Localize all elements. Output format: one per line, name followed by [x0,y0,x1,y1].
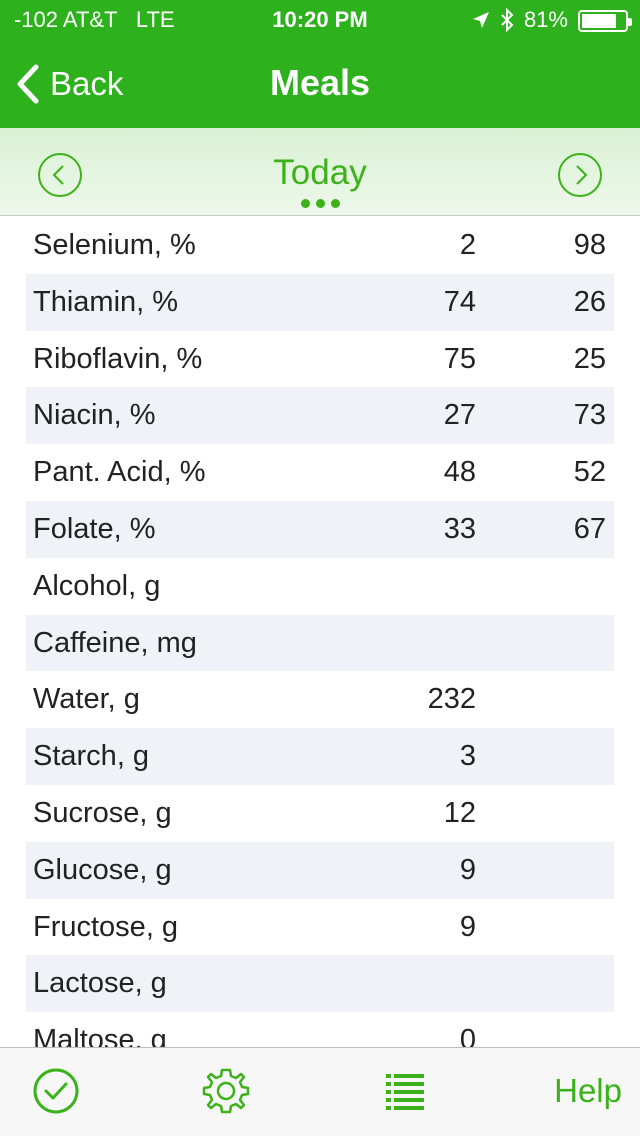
nutrient-value-1: 2 [459,229,476,261]
nutrient-value-1: 27 [443,399,476,432]
list-item[interactable]: Niacin, % 27 73 [26,387,614,445]
help-button[interactable]: Help [554,1072,622,1109]
date-label[interactable]: Today [273,153,367,192]
nutrient-name: Glucose, g [33,853,172,886]
battery-percent: 81% [523,7,568,32]
list-icon[interactable] [380,1066,430,1116]
nutrient-value-2: 52 [573,456,606,489]
list-item[interactable]: Selenium, % 2 98 [26,217,614,274]
more-dots-icon [301,199,340,208]
status-right-group: 81% [472,0,632,40]
nutrient-name: Lactose, g [33,967,167,1000]
location-arrow-icon [472,12,489,28]
status-time: 10:20 PM [272,7,368,32]
chevron-left-icon [17,64,39,104]
nutrient-value-1: 232 [427,683,476,716]
back-label: Back [50,65,124,102]
list-item[interactable]: Riboflavin, % 75 25 [26,331,614,388]
nutrient-value-2: 73 [573,399,606,432]
nutrient-value-1: 0 [459,1024,476,1047]
header: -102 AT&T LTE 10:20 PM 81% [0,0,640,128]
nutrient-name: Starch, g [33,740,150,773]
nutrient-name: Maltose, g [33,1024,167,1047]
list-item[interactable]: Pant. Acid, % 48 52 [26,444,614,501]
nutrient-value-2: 26 [573,285,606,318]
list-item[interactable]: Fructose, g 9 [26,899,614,956]
nutrient-name: Riboflavin, % [33,342,203,375]
nutrient-value-1: 12 [443,796,476,829]
nav-bar: Back Meals [0,40,640,128]
list-item[interactable]: Glucose, g 9 [26,841,614,899]
prev-day-button[interactable] [37,152,83,198]
nutrient-name: Folate, % [33,512,156,545]
list-item[interactable]: Maltose, g 0 [26,1012,614,1047]
nutrient-list[interactable]: Selenium, % 2 98 Thiamin, % 74 26 Riboflavin, … [0,217,640,1047]
list-item[interactable]: Sucrose, g 12 [26,785,614,842]
next-day-button[interactable] [557,152,603,198]
list-item[interactable]: Alcohol, g [26,558,614,615]
nutrient-name: Niacin, % [33,399,156,432]
status-bar: -102 AT&T LTE 10:20 PM 81% [0,0,640,40]
nutrient-value-1: 74 [443,285,476,318]
gear-icon[interactable] [201,1066,251,1116]
network-label: LTE [135,7,175,32]
nutrient-name: Water, g [33,683,140,716]
bluetooth-icon [501,8,514,32]
nutrient-name: Thiamin, % [33,285,179,318]
list-item[interactable]: Water, g 232 [26,671,614,728]
list-item[interactable]: Thiamin, % 74 26 [26,273,614,331]
nutrient-value-2: 25 [573,342,606,375]
list-item[interactable]: Starch, g 3 [26,728,614,785]
nutrient-value-2: 98 [573,229,606,261]
checkmark-circle-icon[interactable] [31,1066,81,1116]
nutrient-value-1: 3 [459,740,476,773]
nutrient-value-1: 9 [459,910,476,943]
list-item[interactable]: Caffeine, mg [26,614,614,672]
battery-fill [582,13,616,28]
nutrient-value-1: 9 [459,853,476,886]
nutrient-value-1: 33 [443,512,476,545]
list-item[interactable]: Folate, % 33 67 [26,500,614,558]
nutrient-name: Pant. Acid, % [33,456,206,489]
list-item[interactable]: Lactose, g [26,955,614,1013]
status-carrier-group: -102 AT&T LTE [14,0,175,40]
nutrient-value-1: 75 [443,342,476,375]
nutrient-value-2: 67 [573,512,606,545]
nutrient-name: Caffeine, mg [33,626,197,659]
battery-icon [578,9,632,32]
back-button[interactable]: Back [16,60,123,108]
carrier-label: -102 AT&T [14,7,118,32]
date-selector: Today [0,128,640,216]
nutrient-value-1: 48 [443,456,476,489]
nutrient-name: Alcohol, g [33,569,161,602]
tab-bar: Help [0,1047,640,1136]
page-title: Meals [269,62,371,103]
nutrient-name: Sucrose, g [33,796,172,829]
nutrient-name: Selenium, % [33,229,196,261]
nutrient-name: Fructose, g [33,910,179,943]
